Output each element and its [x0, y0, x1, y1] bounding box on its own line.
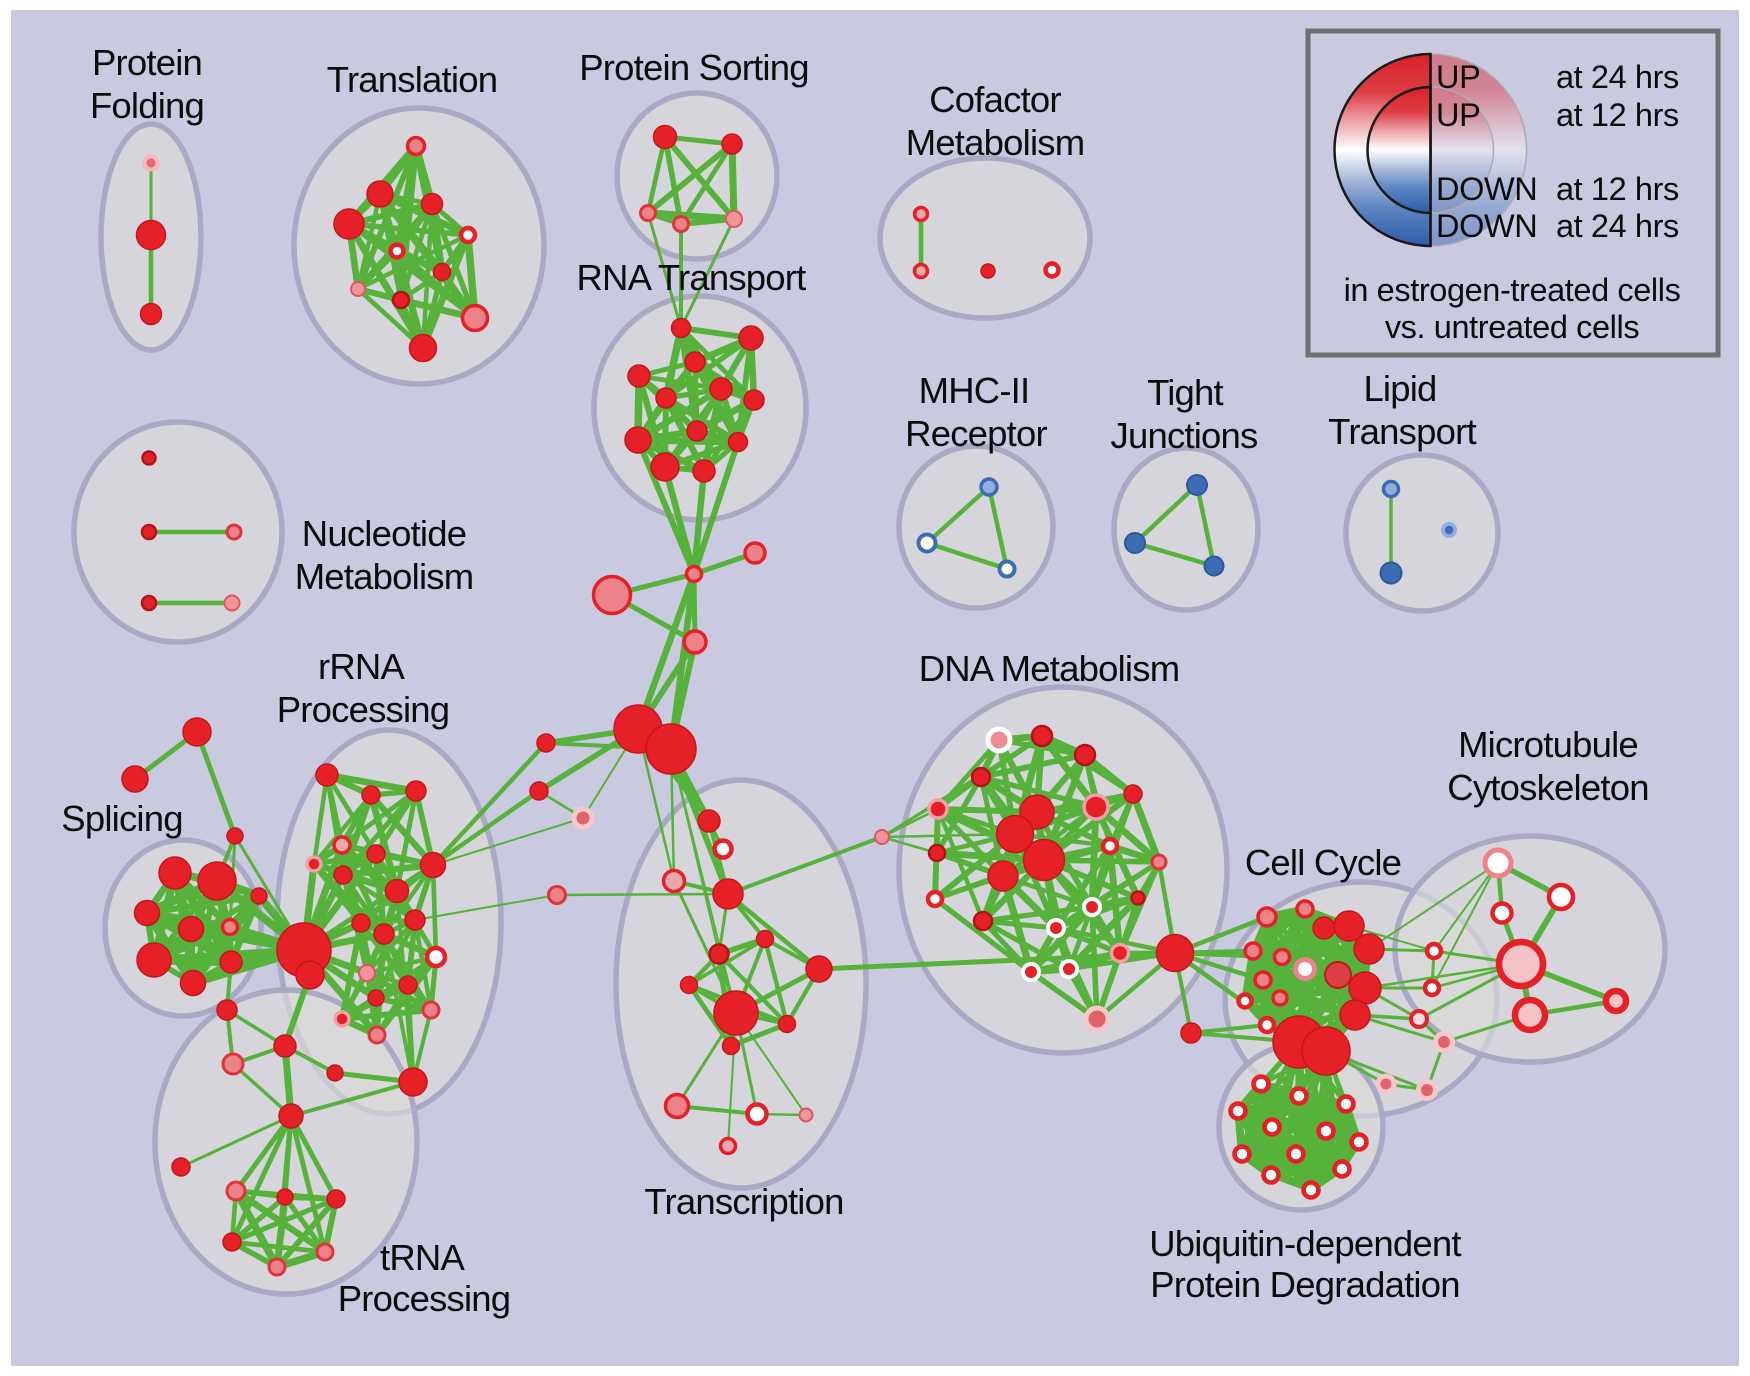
svg-text:MHC-II: MHC-II [919, 370, 1030, 411]
svg-text:Metabolism: Metabolism [906, 122, 1085, 163]
svg-text:Folding: Folding [90, 85, 204, 126]
svg-text:Lipid: Lipid [1363, 368, 1436, 409]
svg-text:Protein Degradation: Protein Degradation [1150, 1264, 1459, 1305]
svg-text:Tight: Tight [1147, 372, 1223, 413]
svg-text:Metabolism: Metabolism [295, 556, 474, 597]
svg-text:UP: UP [1436, 97, 1480, 133]
svg-text:Splicing: Splicing [61, 798, 182, 839]
svg-text:Processing: Processing [338, 1278, 511, 1319]
svg-text:Microtubule: Microtubule [1458, 724, 1638, 765]
svg-text:at 24 hrs: at 24 hrs [1556, 59, 1679, 95]
svg-text:at 12 hrs: at 12 hrs [1556, 97, 1679, 133]
svg-text:Protein: Protein [92, 42, 202, 83]
svg-text:in estrogen-treated cells: in estrogen-treated cells [1344, 272, 1681, 308]
svg-text:Processing: Processing [277, 689, 450, 730]
svg-text:Transcription: Transcription [644, 1181, 843, 1222]
svg-text:Cytoskeleton: Cytoskeleton [1447, 767, 1648, 808]
svg-text:DOWN: DOWN [1436, 171, 1537, 207]
svg-text:Cell Cycle: Cell Cycle [1245, 842, 1401, 883]
svg-text:DOWN: DOWN [1436, 208, 1537, 244]
svg-text:at 12 hrs: at 12 hrs [1556, 171, 1679, 207]
svg-text:Ubiquitin-dependent: Ubiquitin-dependent [1149, 1223, 1461, 1264]
svg-text:Junctions: Junctions [1111, 415, 1258, 456]
svg-text:rRNA: rRNA [318, 646, 405, 687]
svg-text:Translation: Translation [327, 59, 497, 100]
svg-text:RNA Transport: RNA Transport [577, 257, 807, 298]
svg-text:vs. untreated cells: vs. untreated cells [1385, 309, 1639, 345]
svg-text:DNA Metabolism: DNA Metabolism [919, 648, 1180, 689]
svg-text:Nucleotide: Nucleotide [302, 513, 466, 554]
svg-text:UP: UP [1436, 59, 1480, 95]
svg-text:at 24 hrs: at 24 hrs [1556, 208, 1679, 244]
svg-text:Protein Sorting: Protein Sorting [579, 47, 808, 88]
svg-text:Transport: Transport [1328, 411, 1476, 452]
svg-text:Receptor: Receptor [905, 413, 1047, 454]
svg-text:Cofactor: Cofactor [929, 79, 1061, 120]
svg-text:tRNA: tRNA [380, 1237, 465, 1278]
